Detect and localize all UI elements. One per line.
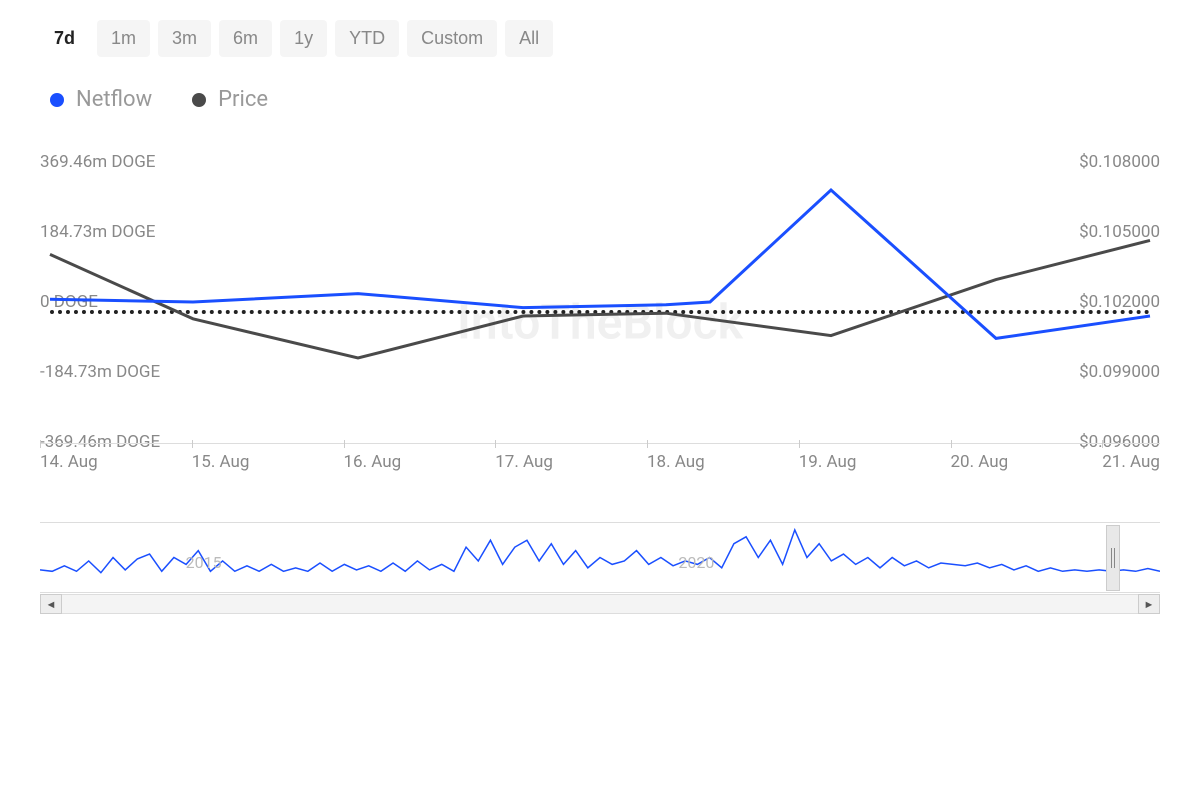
chart-legend: Netflow Price — [40, 87, 1160, 112]
legend-item-price[interactable]: Price — [192, 87, 268, 112]
timerange-3m[interactable]: 3m — [158, 20, 211, 57]
overview-panel: 2015 2020 ◄ ► — [40, 522, 1160, 622]
x-tick: 16. Aug — [344, 452, 402, 472]
main-chart: IntoTheBlock 369.46m DOGE184.73m DOGE0 D… — [40, 162, 1160, 482]
scroll-left-button[interactable]: ◄ — [40, 594, 62, 614]
price-line — [50, 240, 1150, 358]
legend-label: Netflow — [76, 87, 152, 112]
x-axis — [40, 443, 1160, 444]
plot-region[interactable] — [50, 162, 1150, 442]
timerange-custom[interactable]: Custom — [407, 20, 497, 57]
timerange-ytd[interactable]: YTD — [335, 20, 399, 57]
overview-drag-handle[interactable] — [1106, 525, 1120, 591]
x-tick: 19. Aug — [799, 452, 857, 472]
overview-year-label: 2015 — [186, 553, 222, 572]
timerange-selector: 7d1m3m6m1yYTDCustomAll — [40, 20, 1160, 57]
overview-scrollbar: ◄ ► — [40, 593, 1160, 615]
timerange-6m[interactable]: 6m — [219, 20, 272, 57]
netflow-line — [50, 190, 1150, 338]
timerange-all[interactable]: All — [505, 20, 553, 57]
x-tick: 20. Aug — [951, 452, 1009, 472]
legend-item-netflow[interactable]: Netflow — [50, 87, 152, 112]
legend-dot-icon — [192, 93, 206, 107]
overview-chart[interactable]: 2015 2020 — [40, 523, 1160, 593]
overview-year-label: 2020 — [678, 553, 714, 572]
x-axis-labels: 14. Aug 15. Aug 16. Aug 17. Aug 18. Aug 19. A… — [40, 452, 1160, 472]
timerange-7d[interactable]: 7d — [40, 20, 89, 57]
legend-label: Price — [218, 87, 268, 112]
x-tick: 15. Aug — [192, 452, 250, 472]
x-tick: 21. Aug — [1102, 452, 1160, 472]
timerange-1m[interactable]: 1m — [97, 20, 150, 57]
x-tick: 17. Aug — [495, 452, 553, 472]
timerange-1y[interactable]: 1y — [280, 20, 327, 57]
scroll-track[interactable] — [62, 594, 1138, 614]
scroll-right-button[interactable]: ► — [1138, 594, 1160, 614]
legend-dot-icon — [50, 93, 64, 107]
x-tick: 14. Aug — [40, 452, 98, 472]
chart-lines — [50, 162, 1150, 442]
x-tick: 18. Aug — [647, 452, 705, 472]
